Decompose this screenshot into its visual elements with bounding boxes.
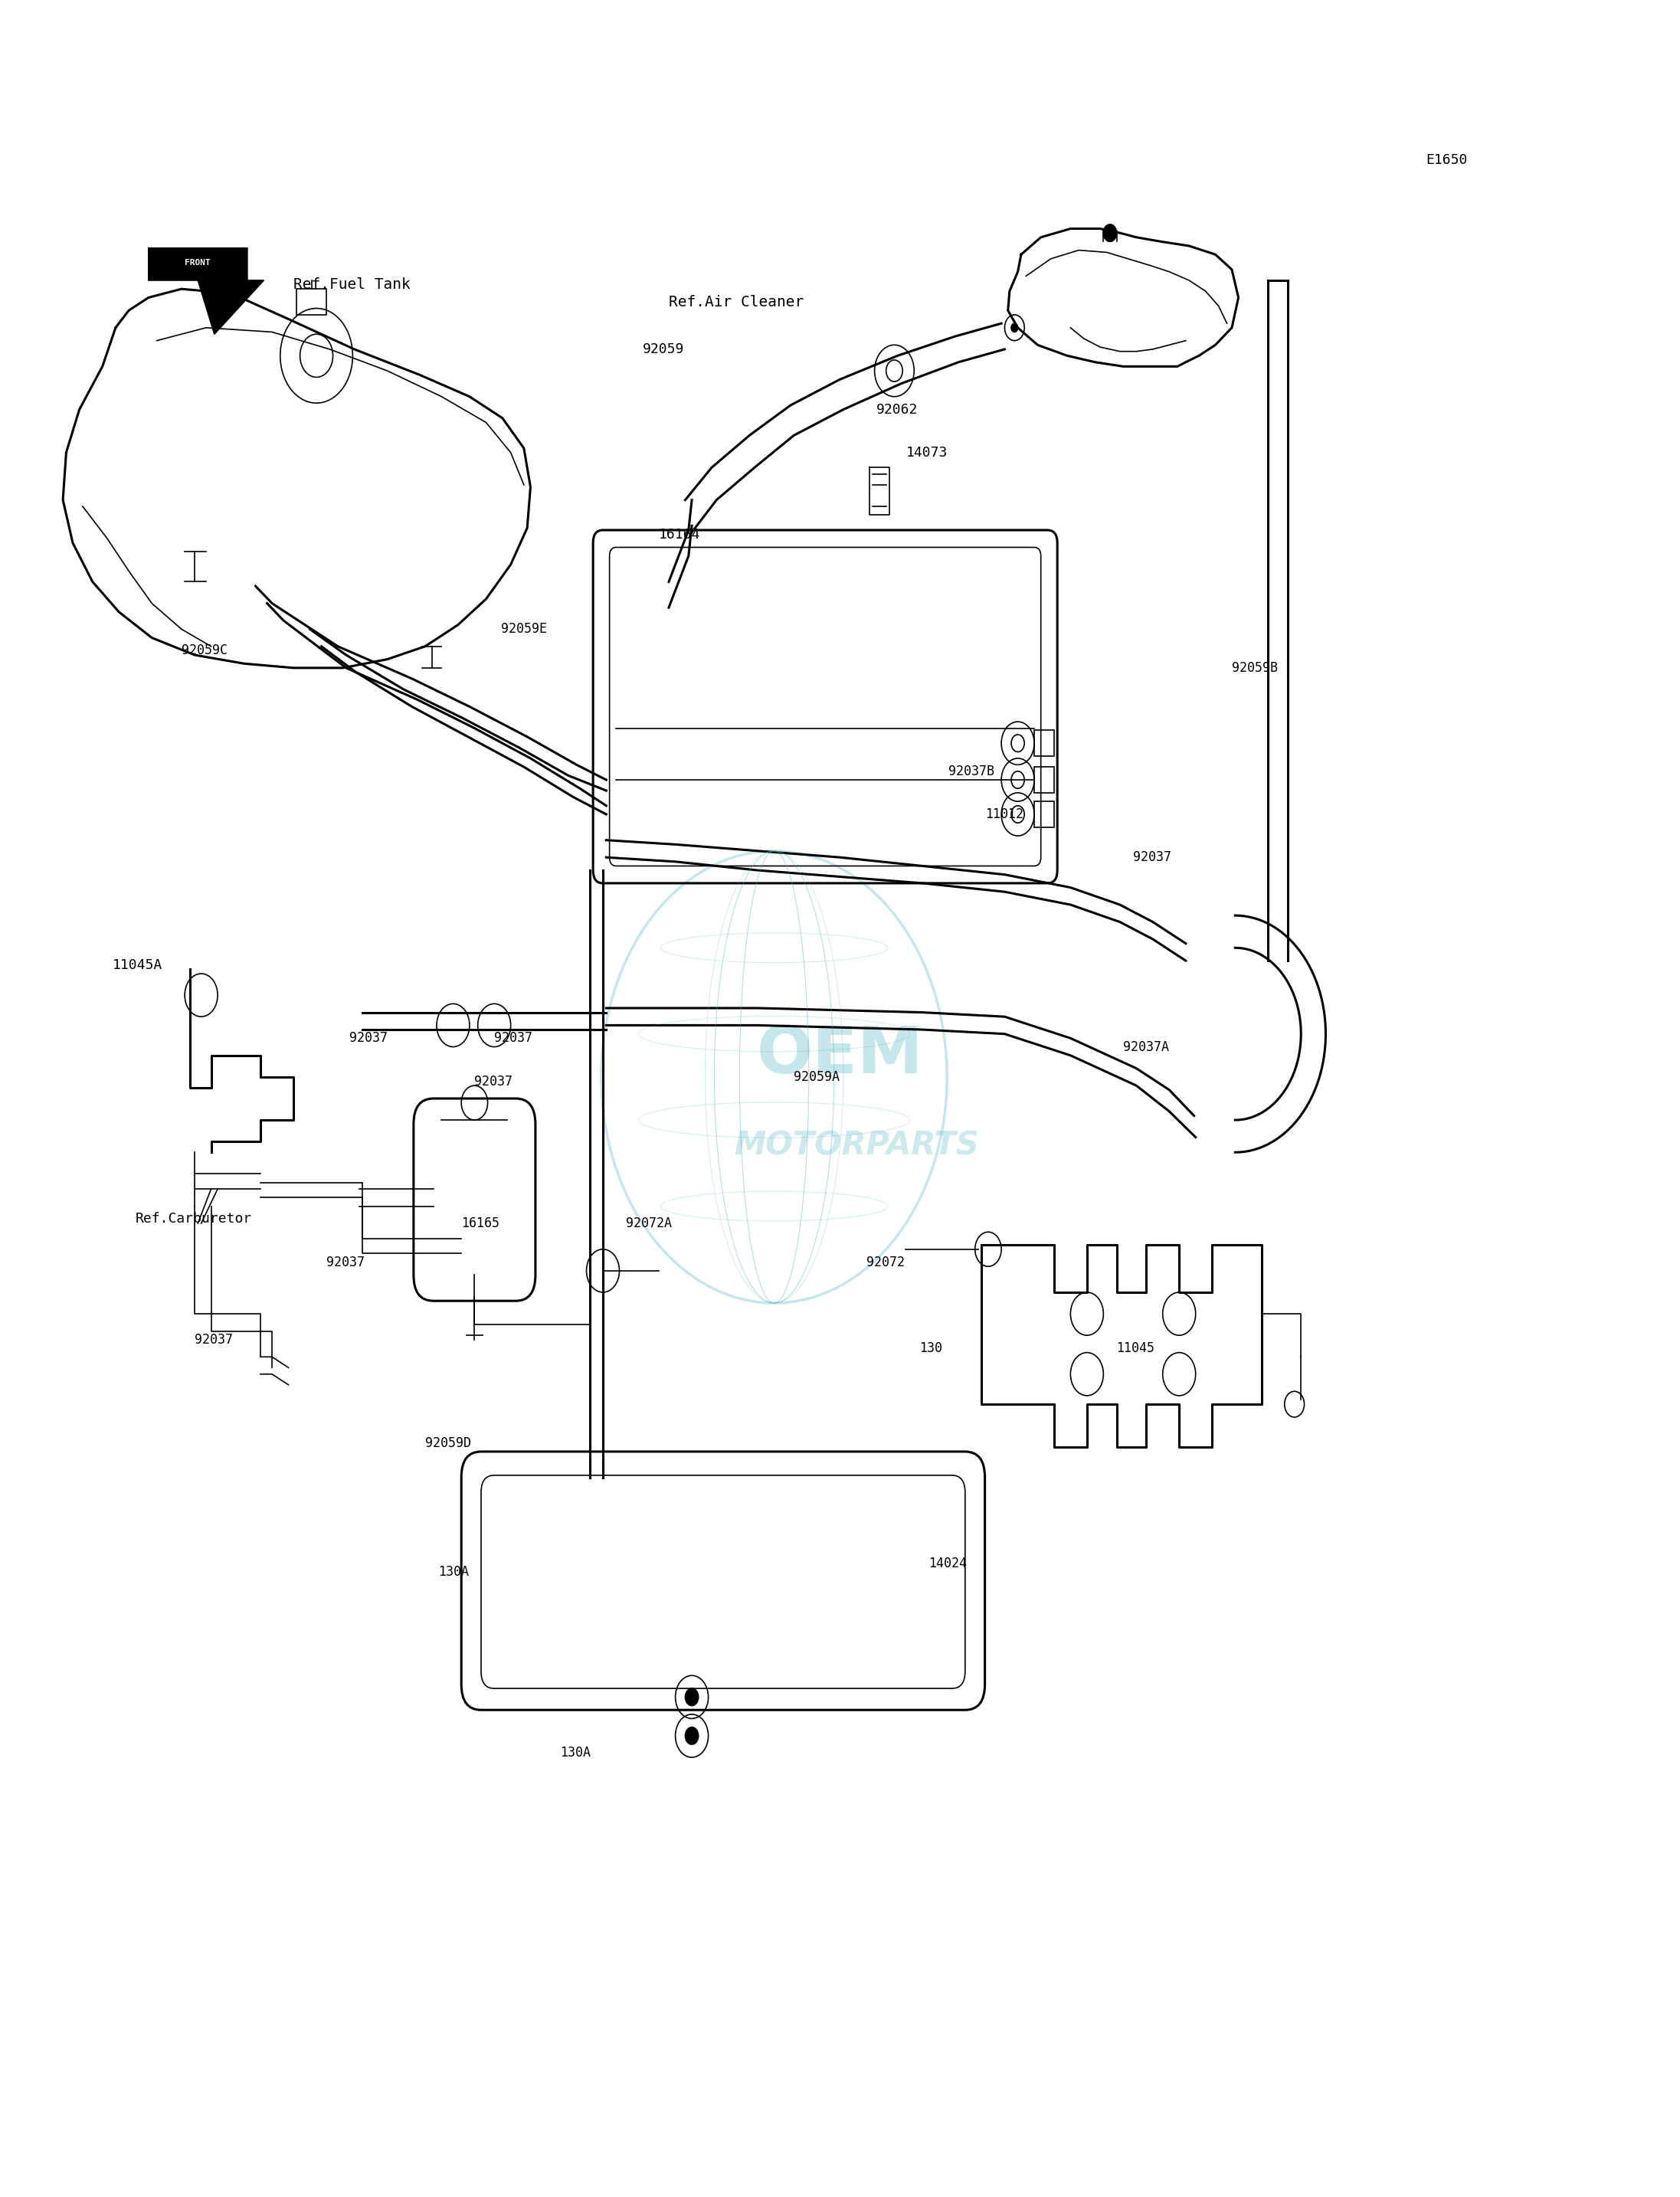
Text: 14073: 14073 [906, 446, 948, 459]
Bar [1035, 767, 1053, 793]
Polygon shape [148, 248, 264, 334]
Text: 16165: 16165 [462, 1217, 499, 1230]
Text: 92072: 92072 [867, 1254, 904, 1270]
Text: E1650: E1650 [1426, 154, 1468, 167]
Circle shape [1011, 323, 1018, 332]
Bar [1035, 729, 1053, 756]
Text: 92037: 92037 [195, 1334, 234, 1347]
Text: 92059D: 92059D [425, 1437, 470, 1450]
Text: Ref.Fuel Tank: Ref.Fuel Tank [294, 277, 410, 292]
Text: 92059E: 92059E [501, 622, 546, 635]
Text: FRONT: FRONT [185, 259, 210, 268]
Text: 92037A: 92037A [1124, 1039, 1169, 1055]
Bar [1035, 802, 1053, 828]
Text: 92059A: 92059A [795, 1070, 840, 1083]
Text: OEM: OEM [756, 1024, 924, 1088]
Text: 92037: 92037 [494, 1030, 533, 1046]
Text: 92037: 92037 [326, 1254, 365, 1270]
Text: 92062: 92062 [877, 402, 917, 417]
Text: 92059B: 92059B [1231, 661, 1278, 674]
Text: Ref.Carburetor: Ref.Carburetor [136, 1213, 252, 1226]
Circle shape [1104, 224, 1117, 242]
Text: 92037: 92037 [474, 1074, 512, 1088]
Text: 130A: 130A [559, 1747, 591, 1760]
Text: 11012: 11012 [984, 808, 1023, 822]
Text: 92059C: 92059C [181, 644, 227, 657]
Text: 92072A: 92072A [627, 1217, 672, 1230]
Circle shape [685, 1689, 699, 1705]
Bar [297, 290, 326, 314]
Text: 130: 130 [919, 1342, 942, 1356]
Text: 92037B: 92037B [949, 765, 995, 778]
Text: 92059: 92059 [642, 343, 684, 356]
Text: 92037: 92037 [349, 1030, 388, 1046]
Text: 130A: 130A [438, 1564, 469, 1580]
Text: 92037: 92037 [1132, 850, 1171, 863]
Text: 14024: 14024 [929, 1558, 968, 1571]
Text: Ref.Air Cleaner: Ref.Air Cleaner [669, 294, 803, 310]
Text: MOTORPARTS: MOTORPARTS [734, 1129, 979, 1162]
Text: 11045: 11045 [1117, 1342, 1154, 1356]
Circle shape [685, 1727, 699, 1744]
Text: 11045A: 11045A [113, 958, 163, 971]
Text: 16164: 16164 [659, 527, 701, 540]
